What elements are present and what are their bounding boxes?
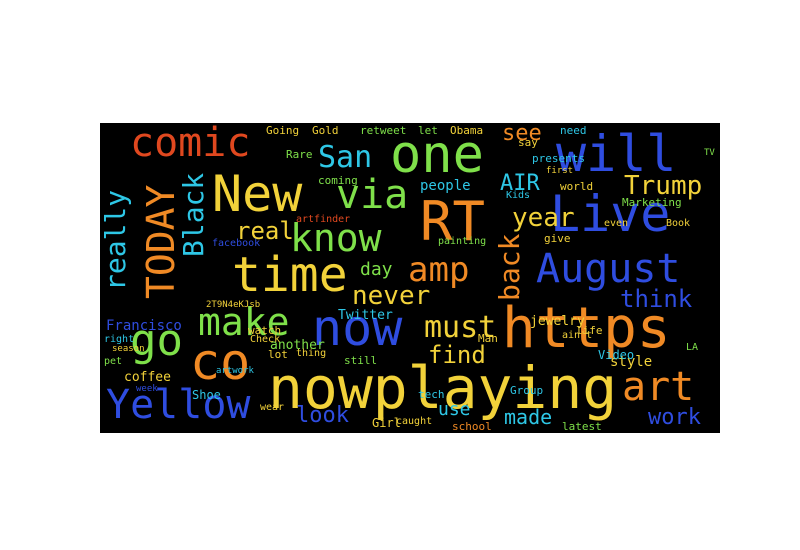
word-trump: Trump (624, 171, 703, 201)
word-new: New (212, 165, 303, 223)
word-presents: presents (532, 152, 585, 165)
word-painting: painting (438, 236, 487, 247)
word-real: real (236, 217, 294, 245)
word-comic: comic (130, 123, 251, 166)
word-coffee: coffee (124, 370, 171, 385)
word-shoe: Shoe (192, 388, 221, 402)
word-tv: TV (704, 148, 715, 158)
word-wear: wear (260, 402, 285, 413)
word-use: use (438, 399, 471, 420)
word-cloud: nowplaying https RT one New time now wil… (100, 123, 720, 433)
word-know: know (290, 216, 382, 260)
word-air: AIR (500, 171, 540, 196)
word-made: made (504, 405, 553, 429)
word-pet: pet (104, 356, 123, 367)
word-twitter: Twitter (338, 308, 393, 323)
word-august: August (536, 246, 681, 292)
word-rare: Rare (286, 148, 313, 161)
word-art: art (622, 364, 695, 410)
word-caught: caught (396, 416, 433, 427)
word-la: LA (686, 342, 699, 353)
word-style: style (610, 354, 653, 370)
word-2t9n4ekjsb: 2T9N4eKJsb (206, 300, 261, 310)
word-really: really (100, 189, 132, 291)
word-going: Going (266, 124, 300, 137)
word-one: one (390, 125, 484, 185)
word-via: via (336, 172, 409, 218)
word-aint: ain't (562, 330, 593, 341)
word-man: Man (478, 332, 498, 345)
word-back: back (493, 233, 526, 301)
word-work: work (648, 405, 701, 430)
word-think: think (620, 285, 693, 313)
word-nowplaying: nowplaying (268, 354, 618, 422)
word-find: find (428, 341, 486, 369)
word-today: TODAY (139, 184, 183, 299)
word-see: see (502, 123, 542, 146)
word-must: must (424, 310, 497, 345)
word-even: even (604, 218, 629, 229)
word-jewelry: jewelry (530, 314, 585, 329)
word-retweet: retweet (360, 124, 407, 137)
word-school: school (452, 420, 492, 433)
word-need: need (560, 124, 587, 137)
word-thing: thing (296, 348, 327, 359)
word-yellow: Yellow (106, 382, 251, 428)
word-give: give (544, 232, 571, 245)
word-never: never (352, 281, 431, 311)
word-live: Live (550, 185, 671, 243)
word-francisco: Francisco (106, 318, 182, 334)
word-rt: RT (420, 190, 486, 253)
word-world: world (560, 180, 594, 193)
word-check: Check (250, 334, 281, 345)
word-https: https (502, 296, 671, 361)
word-amp: amp (408, 250, 470, 290)
word-will: will (556, 125, 677, 183)
word-co: co (190, 333, 251, 391)
word-gold: Gold (312, 124, 339, 137)
word-marketing: Marketing (622, 196, 682, 209)
word-lot: lot (268, 348, 288, 361)
word-coming: coming (318, 174, 358, 187)
word-look: look (296, 403, 349, 428)
word-let: let (418, 124, 438, 137)
word-latest: latest (562, 420, 602, 433)
word-tech: tech (418, 388, 445, 401)
word-san: San (318, 140, 373, 175)
word-facebook: facebook (212, 238, 261, 249)
word-artwork: artwork (216, 366, 254, 376)
word-black: Black (177, 172, 210, 257)
word-obama: Obama (450, 124, 484, 137)
word-life: life (576, 324, 603, 337)
word-time: time (232, 247, 348, 303)
word-another: another (270, 338, 325, 353)
word-right: right (104, 334, 135, 345)
word-first: first (546, 166, 574, 176)
word-group: Group (510, 384, 544, 397)
word-artfinder: artfinder (296, 214, 351, 225)
word-now: now (312, 299, 403, 357)
word-day: day (360, 259, 393, 280)
word-week: week (136, 384, 158, 394)
word-book: Book (666, 218, 691, 229)
word-make: make (198, 300, 290, 344)
word-still: still (344, 354, 378, 367)
word-kids: Kids (506, 190, 531, 201)
word-people: people (420, 178, 471, 194)
word-season: season (112, 344, 145, 354)
word-go: go (130, 315, 183, 366)
word-say: say (518, 136, 538, 149)
word-girl: Girl (372, 416, 401, 430)
word-video: Video (598, 348, 635, 362)
word-year: year (512, 203, 575, 233)
word-watch: watch (248, 324, 282, 337)
